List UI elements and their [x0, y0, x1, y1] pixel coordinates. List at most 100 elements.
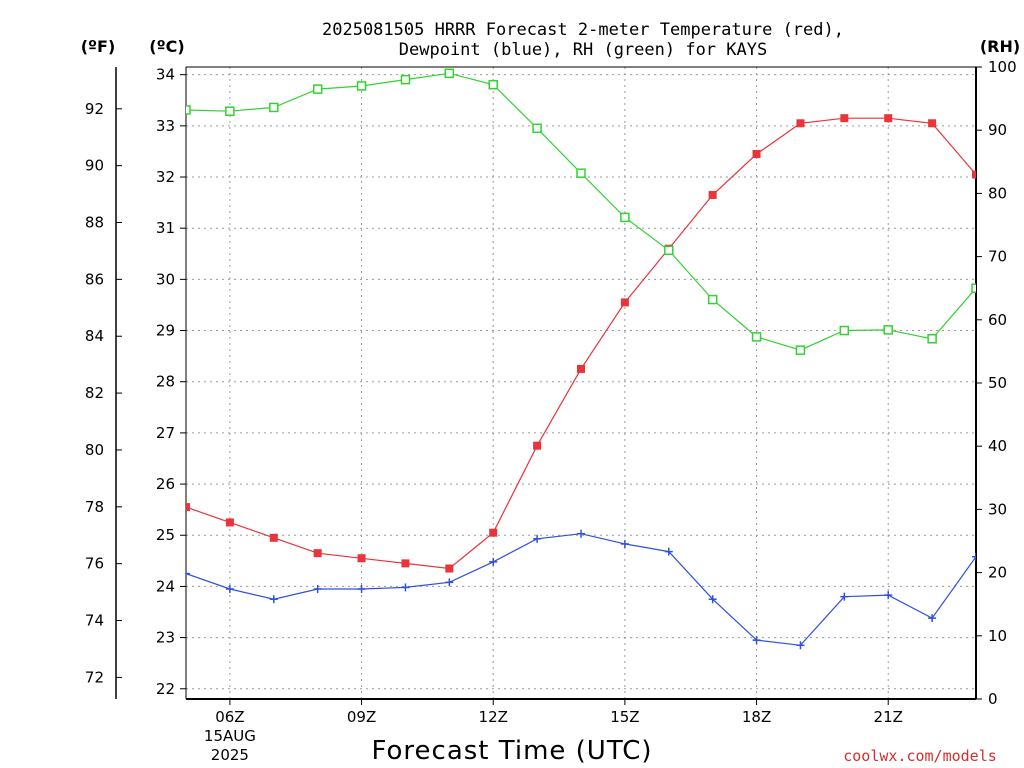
temperature-point	[752, 149, 761, 158]
dewpoint-series	[186, 529, 976, 650]
celsius-tick-label: 24	[156, 577, 175, 595]
chart-title-line1: 2025081505 HRRR Forecast 2-meter Tempera…	[322, 20, 844, 40]
x-tick-label: 09Z	[347, 708, 376, 726]
fahrenheit-unit-label: (ºF)	[81, 37, 116, 56]
rh-point	[488, 79, 498, 90]
rh-point	[883, 325, 893, 335]
data-series	[186, 68, 976, 650]
x-axis-title: Forecast Time (UTC)	[371, 736, 652, 766]
dewpoint-point	[708, 595, 717, 604]
x-tick-label: 06Z	[215, 708, 244, 726]
temperature-point	[269, 533, 278, 542]
dewpoint-point	[577, 529, 585, 538]
rh-point	[532, 123, 542, 134]
temperature-point	[708, 190, 717, 199]
rh-tick-label: 70	[988, 248, 1007, 266]
celsius-tick-label: 33	[156, 117, 175, 135]
celsius-tick-label: 26	[156, 475, 175, 493]
fahrenheit-tick-label: 80	[85, 441, 104, 459]
x-tick-label: 12Z	[479, 708, 508, 726]
dewpoint-point	[972, 552, 976, 561]
celsius-tick-label: 30	[156, 270, 175, 288]
dewpoint-point	[357, 584, 366, 593]
celsius-tick-label: 28	[156, 373, 175, 391]
rh-point	[751, 332, 762, 342]
x-tick-date: 15AUG	[204, 727, 256, 745]
temperature-point	[533, 441, 542, 450]
fahrenheit-tick-label: 82	[85, 384, 104, 402]
dewpoint-point	[445, 578, 454, 587]
rh-tick-label: 90	[988, 121, 1007, 139]
dewpoint-point	[840, 592, 849, 601]
temperature-point	[401, 559, 410, 568]
dewpoint-point	[752, 636, 761, 645]
rh-point	[795, 345, 806, 355]
x-tick-label: 18Z	[742, 708, 771, 726]
temperature-point	[620, 298, 629, 307]
x-tick-label: 21Z	[874, 708, 903, 726]
source-credit: coolwx.com/models	[843, 747, 997, 765]
temperature-point	[972, 170, 976, 179]
temperature-series	[186, 114, 976, 573]
fahrenheit-tick-label: 76	[85, 555, 104, 573]
dewpoint-point	[489, 557, 498, 566]
tick-labels: 22 23 24 25 26 27 28 29 30 31 32 33 34 72 74 76 78 80 82 84…	[85, 58, 1017, 764]
fahrenheit-tick-label: 88	[85, 214, 104, 232]
dewpoint-point	[269, 595, 278, 604]
rh-point	[312, 84, 323, 94]
temperature-point	[928, 119, 937, 128]
fahrenheit-tick-label: 90	[85, 157, 104, 175]
rh-point	[664, 245, 674, 256]
fahrenheit-tick-label: 86	[85, 270, 104, 288]
rh-tick-label: 50	[988, 374, 1007, 392]
rh-tick-label: 80	[988, 184, 1007, 202]
fahrenheit-tick-label: 84	[85, 327, 104, 345]
x-tick-label: 15Z	[610, 708, 639, 726]
fahrenheit-tick-label: 74	[85, 612, 104, 630]
celsius-tick-label: 32	[156, 168, 175, 186]
dewpoint-point	[884, 591, 893, 600]
rh-tick-label: 10	[988, 627, 1007, 645]
temperature-point	[186, 503, 190, 512]
rh-point	[839, 325, 850, 336]
celsius-unit-label: (ºC)	[149, 37, 184, 56]
rh-tick-label: 40	[988, 437, 1007, 455]
temperature-point	[884, 114, 893, 123]
grid-lines	[186, 67, 976, 699]
rh-tick-label: 0	[988, 690, 998, 708]
temperature-point	[796, 119, 805, 128]
temperature-point	[313, 549, 322, 558]
rh-point	[927, 334, 937, 344]
celsius-tick-label: 22	[156, 680, 175, 698]
rh-tick-label: 60	[988, 311, 1007, 329]
rh-point	[356, 81, 367, 91]
dewpoint-line	[186, 533, 976, 646]
dewpoint-point	[664, 547, 673, 556]
dewpoint-point	[928, 614, 937, 623]
celsius-tick-label: 25	[156, 526, 175, 544]
x-tick-year: 2025	[211, 746, 249, 764]
rh-tick-label: 20	[988, 564, 1007, 582]
fahrenheit-tick-label: 72	[85, 668, 104, 686]
temperature-point	[225, 518, 234, 527]
rh-point	[269, 102, 279, 113]
temperature-point	[489, 528, 498, 537]
dewpoint-point	[225, 584, 234, 593]
fahrenheit-tick-label: 78	[85, 498, 104, 516]
rh-point	[186, 105, 191, 115]
rh-point	[971, 283, 976, 293]
dewpoint-point	[620, 539, 629, 548]
rh-line	[186, 72, 976, 351]
dewpoint-point	[186, 569, 190, 578]
celsius-tick-label: 29	[156, 322, 175, 340]
temperature-point	[577, 364, 585, 373]
celsius-tick-label: 31	[156, 219, 175, 237]
celsius-tick-label: 23	[156, 629, 175, 647]
celsius-tick-label: 34	[156, 66, 175, 84]
celsius-tick-label: 27	[156, 424, 175, 442]
rh-point	[225, 106, 235, 116]
rh-point	[400, 74, 411, 85]
rh-point	[707, 294, 718, 305]
rh-series	[186, 68, 976, 355]
